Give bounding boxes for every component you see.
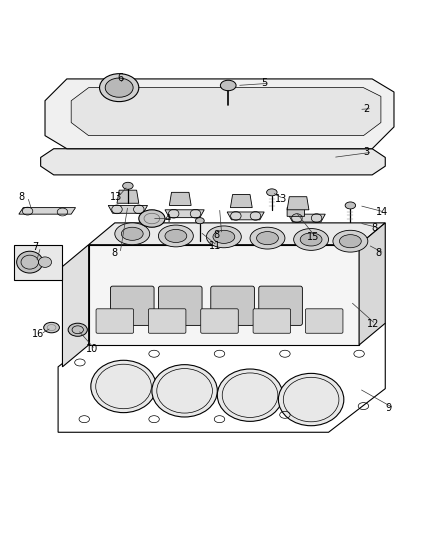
Ellipse shape — [339, 235, 360, 248]
Polygon shape — [286, 205, 304, 216]
Ellipse shape — [250, 227, 284, 249]
Text: 8: 8 — [111, 248, 117, 259]
Text: 2: 2 — [363, 103, 369, 114]
Text: 7: 7 — [32, 242, 38, 252]
Polygon shape — [117, 190, 138, 203]
Polygon shape — [71, 87, 380, 135]
Polygon shape — [108, 205, 147, 213]
Ellipse shape — [332, 230, 367, 252]
FancyBboxPatch shape — [305, 309, 342, 333]
FancyBboxPatch shape — [96, 309, 133, 333]
Text: 15: 15 — [306, 232, 318, 242]
Ellipse shape — [220, 80, 236, 91]
Ellipse shape — [206, 226, 241, 248]
Polygon shape — [58, 323, 385, 432]
Text: 8: 8 — [371, 223, 377, 233]
Polygon shape — [288, 214, 325, 222]
Polygon shape — [88, 245, 358, 345]
Ellipse shape — [121, 227, 143, 240]
Ellipse shape — [138, 210, 165, 227]
Ellipse shape — [165, 229, 186, 243]
Ellipse shape — [300, 233, 321, 246]
Polygon shape — [226, 212, 264, 220]
FancyBboxPatch shape — [200, 309, 238, 333]
Text: 4: 4 — [165, 214, 171, 223]
Ellipse shape — [278, 374, 343, 426]
Ellipse shape — [122, 182, 133, 189]
Polygon shape — [286, 197, 308, 210]
Ellipse shape — [266, 189, 276, 196]
Polygon shape — [169, 192, 191, 205]
Text: 11: 11 — [208, 240, 220, 251]
Ellipse shape — [17, 251, 43, 273]
Ellipse shape — [91, 360, 156, 413]
Ellipse shape — [99, 74, 138, 102]
Text: 8: 8 — [19, 192, 25, 201]
Polygon shape — [230, 195, 252, 208]
Text: 8: 8 — [212, 230, 219, 240]
Ellipse shape — [105, 78, 133, 97]
Text: 16: 16 — [32, 329, 44, 339]
Ellipse shape — [217, 369, 282, 422]
Ellipse shape — [158, 225, 193, 247]
Polygon shape — [14, 245, 62, 280]
Text: 9: 9 — [385, 403, 391, 413]
Polygon shape — [19, 208, 75, 214]
Ellipse shape — [68, 323, 87, 336]
Text: 10: 10 — [86, 344, 99, 354]
Ellipse shape — [344, 202, 355, 209]
Text: 8: 8 — [375, 248, 381, 259]
Ellipse shape — [39, 257, 51, 268]
FancyBboxPatch shape — [148, 309, 185, 333]
FancyBboxPatch shape — [258, 286, 302, 325]
Ellipse shape — [152, 365, 217, 417]
Polygon shape — [62, 245, 88, 367]
Text: 14: 14 — [375, 207, 387, 217]
Polygon shape — [41, 149, 385, 175]
FancyBboxPatch shape — [253, 309, 290, 333]
Polygon shape — [88, 223, 385, 245]
FancyBboxPatch shape — [210, 286, 254, 325]
Ellipse shape — [115, 223, 149, 245]
Text: 13: 13 — [110, 192, 121, 201]
Text: 13: 13 — [275, 194, 287, 204]
Ellipse shape — [256, 232, 278, 245]
Ellipse shape — [195, 217, 204, 224]
Text: 3: 3 — [363, 147, 369, 157]
FancyBboxPatch shape — [158, 286, 201, 325]
Text: 12: 12 — [366, 319, 378, 329]
Text: 5: 5 — [260, 78, 267, 88]
Ellipse shape — [212, 230, 234, 244]
Text: 6: 6 — [117, 72, 123, 83]
Ellipse shape — [293, 229, 328, 251]
Ellipse shape — [44, 322, 59, 333]
Polygon shape — [358, 223, 385, 345]
Polygon shape — [45, 79, 393, 149]
FancyBboxPatch shape — [110, 286, 154, 325]
Polygon shape — [165, 210, 204, 217]
